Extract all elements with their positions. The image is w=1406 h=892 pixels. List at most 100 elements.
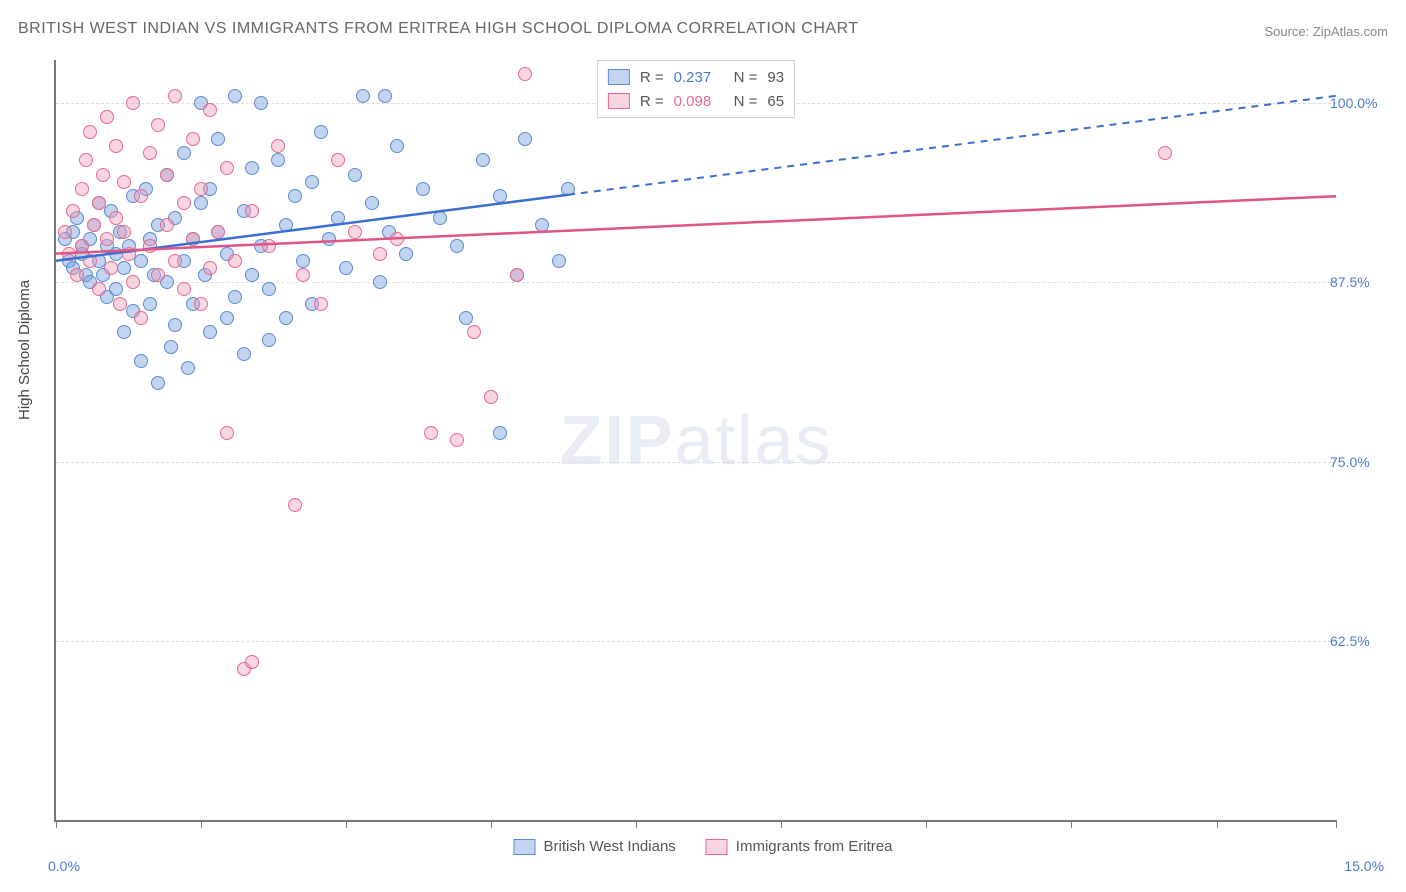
scatter-point: [348, 168, 362, 182]
scatter-point: [450, 239, 464, 253]
scatter-point: [83, 254, 97, 268]
scatter-point: [211, 225, 225, 239]
scatter-point: [245, 655, 259, 669]
scatter-point: [151, 268, 165, 282]
scatter-point: [220, 161, 234, 175]
r-value: 0.098: [674, 93, 724, 110]
scatter-point: [271, 153, 285, 167]
scatter-point: [134, 311, 148, 325]
watermark: ZIPatlas: [560, 400, 833, 480]
scatter-point: [348, 225, 362, 239]
scatter-point: [220, 311, 234, 325]
scatter-point: [228, 290, 242, 304]
y-tick-label: 87.5%: [1330, 274, 1390, 290]
scatter-point: [378, 89, 392, 103]
series-legend: British West Indians Immigrants from Erit…: [514, 838, 893, 855]
scatter-point: [245, 204, 259, 218]
scatter-point: [194, 297, 208, 311]
scatter-point: [296, 268, 310, 282]
x-axis-max-label: 15.0%: [1344, 858, 1384, 874]
plot-area: ZIPatlas R =0.237N =93R =0.098N =65 62.5…: [54, 60, 1336, 822]
scatter-point: [245, 161, 259, 175]
legend-sw״atch: [706, 839, 728, 855]
r-label: R =: [640, 93, 664, 110]
scatter-point: [160, 168, 174, 182]
trend-lines: [56, 60, 1336, 820]
x-tick: [781, 820, 782, 828]
watermark-zip: ZIP: [560, 401, 675, 479]
scatter-point: [186, 132, 200, 146]
scatter-point: [254, 96, 268, 110]
scatter-point: [552, 254, 566, 268]
scatter-point: [177, 282, 191, 296]
scatter-point: [168, 254, 182, 268]
scatter-point: [143, 146, 157, 160]
scatter-point: [177, 196, 191, 210]
scatter-point: [390, 139, 404, 153]
legend-sw״atch: [514, 839, 536, 855]
x-tick: [926, 820, 927, 828]
scatter-point: [245, 268, 259, 282]
scatter-point: [331, 153, 345, 167]
scatter-point: [484, 390, 498, 404]
scatter-point: [424, 426, 438, 440]
scatter-point: [305, 175, 319, 189]
scatter-point: [314, 125, 328, 139]
y-tick-label: 62.5%: [1330, 633, 1390, 649]
scatter-point: [126, 96, 140, 110]
x-tick: [1336, 820, 1337, 828]
scatter-point: [314, 297, 328, 311]
scatter-point: [1158, 146, 1172, 160]
x-tick: [1217, 820, 1218, 828]
scatter-point: [510, 268, 524, 282]
scatter-point: [228, 89, 242, 103]
scatter-point: [194, 182, 208, 196]
correlation-legend: R =0.237N =93R =0.098N =65: [597, 60, 795, 118]
scatter-point: [450, 433, 464, 447]
r-label: R =: [640, 69, 664, 86]
scatter-point: [518, 132, 532, 146]
legend-row: R = 0.098 N = 65: [608, 89, 784, 113]
scatter-point: [126, 275, 140, 289]
x-axis-min-label: 0.0%: [48, 858, 80, 874]
series-name: Immigrants from Eritrea: [736, 838, 893, 855]
legend-row: R =0.237N =93: [608, 65, 784, 89]
n-value: 93: [767, 69, 784, 86]
scatter-point: [373, 275, 387, 289]
scatter-point: [467, 325, 481, 339]
scatter-point: [109, 282, 123, 296]
y-tick-label: 100.0%: [1330, 95, 1390, 111]
scatter-point: [70, 268, 84, 282]
scatter-point: [62, 247, 76, 261]
scatter-point: [100, 110, 114, 124]
source-attribution: Source: ZipAtlas.com: [1264, 24, 1388, 39]
scatter-point: [339, 261, 353, 275]
x-tick: [201, 820, 202, 828]
scatter-point: [390, 232, 404, 246]
scatter-point: [271, 139, 285, 153]
gridline: [56, 282, 1336, 283]
scatter-point: [58, 225, 72, 239]
scatter-point: [296, 254, 310, 268]
n-label: N =: [734, 93, 758, 110]
scatter-point: [279, 218, 293, 232]
scatter-point: [493, 426, 507, 440]
gridline: [56, 641, 1336, 642]
scatter-point: [109, 139, 123, 153]
scatter-point: [117, 325, 131, 339]
n-value: 65: [767, 93, 784, 110]
scatter-point: [122, 247, 136, 261]
x-tick: [636, 820, 637, 828]
series-legend-item: British West Indians: [514, 838, 676, 855]
scatter-point: [92, 282, 106, 296]
scatter-point: [203, 325, 217, 339]
scatter-point: [92, 196, 106, 210]
scatter-point: [109, 211, 123, 225]
scatter-point: [331, 211, 345, 225]
x-tick: [56, 820, 57, 828]
scatter-point: [262, 282, 276, 296]
scatter-point: [83, 125, 97, 139]
series-legend-item: Immigrants from Eritrea: [706, 838, 893, 855]
x-tick: [491, 820, 492, 828]
scatter-point: [168, 89, 182, 103]
